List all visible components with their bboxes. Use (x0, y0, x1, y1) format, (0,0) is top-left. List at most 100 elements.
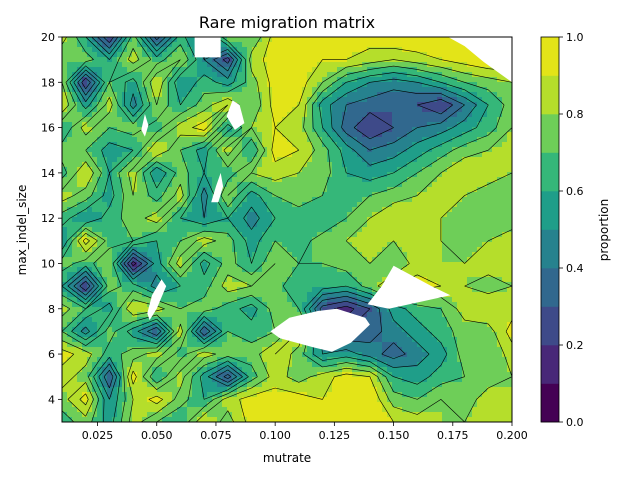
contour-cell (157, 87, 163, 93)
contour-cell (407, 37, 413, 43)
contour-cell (307, 247, 313, 253)
contour-cell (467, 267, 473, 273)
contour-cell (242, 187, 248, 193)
contour-cell (427, 157, 433, 163)
contour-cell (302, 67, 308, 73)
contour-cell (427, 232, 433, 238)
contour-cell (172, 132, 178, 138)
contour-cell (312, 222, 318, 228)
contour-cell (212, 207, 218, 213)
contour-cell (327, 102, 333, 108)
contour-cell (492, 292, 498, 298)
contour-cell (407, 307, 413, 313)
contour-cell (227, 252, 233, 258)
contour-cell (147, 187, 153, 193)
contour-cell (292, 237, 298, 243)
contour-cell (387, 87, 393, 93)
contour-cell (442, 92, 448, 98)
contour-cell (452, 127, 458, 133)
contour-cell (182, 227, 188, 233)
contour-cell (162, 312, 168, 318)
contour-cell (402, 247, 408, 253)
contour-cell (362, 57, 368, 63)
contour-cell (507, 192, 512, 198)
contour-cell (422, 52, 428, 58)
contour-cell (147, 82, 153, 88)
contour-cell (497, 182, 503, 188)
contour-cell (447, 122, 453, 128)
contour-cell (397, 92, 403, 98)
contour-cell (167, 62, 173, 68)
contour-cell (292, 287, 298, 293)
contour-cell (462, 62, 468, 68)
contour-cell (217, 142, 223, 148)
contour-cell (222, 262, 228, 268)
contour-cell (372, 82, 378, 88)
contour-cell (167, 282, 173, 288)
contour-cell (307, 297, 313, 303)
contour-cell (407, 262, 413, 268)
contour-cell (427, 197, 433, 203)
contour-cell (62, 112, 68, 118)
contour-cell (107, 257, 113, 263)
contour-cell (152, 72, 158, 78)
contour-cell (77, 112, 83, 118)
contour-cell (182, 132, 188, 138)
contour-cell (227, 172, 233, 178)
contour-cell (312, 177, 318, 183)
contour-cell (252, 182, 258, 188)
contour-cell (322, 277, 328, 283)
contour-cell (502, 167, 508, 173)
contour-cell (112, 302, 118, 308)
contour-cell (62, 127, 68, 133)
contour-cell (352, 292, 358, 298)
contour-cell (162, 162, 168, 168)
contour-cell (72, 287, 78, 293)
contour-cell (117, 287, 123, 293)
contour-cell (462, 147, 468, 153)
contour-cell (127, 207, 133, 213)
contour-cell (292, 297, 298, 303)
contour-cell (472, 237, 478, 243)
contour-cell (247, 87, 253, 93)
contour-cell (187, 307, 193, 313)
contour-cell (72, 227, 78, 233)
contour-cell (137, 127, 143, 133)
contour-cell (202, 262, 208, 268)
contour-cell (247, 47, 253, 53)
contour-cell (207, 87, 213, 93)
contour-cell (142, 267, 148, 273)
contour-cell (112, 132, 118, 138)
contour-cell (287, 292, 293, 298)
contour-cell (227, 167, 233, 173)
contour-cell (347, 142, 353, 148)
contour-cell (447, 242, 453, 248)
contour-cell (232, 292, 238, 298)
contour-cell (197, 302, 203, 308)
contour-cell (297, 197, 303, 203)
contour-cell (432, 82, 438, 88)
contour-cell (267, 152, 273, 158)
contour-cell (257, 257, 263, 263)
contour-cell (187, 112, 193, 118)
contour-cell (407, 177, 413, 183)
contour-cell (127, 227, 133, 233)
contour-cell (332, 247, 338, 253)
contour-cell (237, 292, 243, 298)
contour-cell (267, 172, 273, 178)
contour-cell (487, 72, 493, 78)
contour-cell (137, 182, 143, 188)
contour-cell (122, 197, 128, 203)
contour-cell (362, 177, 368, 183)
contour-cell (317, 152, 323, 158)
contour-cell (322, 192, 328, 198)
contour-cell (322, 222, 328, 228)
contour-cell (202, 227, 208, 233)
contour-cell (357, 197, 363, 203)
contour-cell (77, 207, 83, 213)
contour-cell (212, 162, 218, 168)
contour-cell (487, 277, 493, 283)
contour-cell (92, 267, 98, 273)
contour-cell (322, 227, 328, 233)
contour-cell (377, 87, 383, 93)
